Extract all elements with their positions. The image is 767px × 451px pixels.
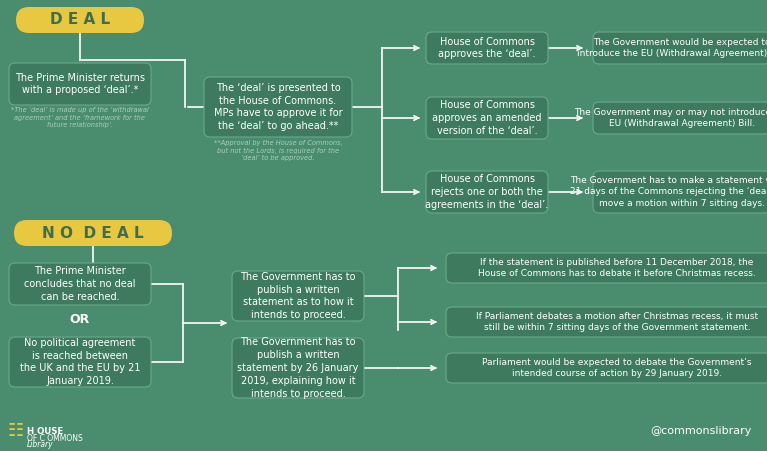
Text: OR: OR [70,313,91,326]
FancyBboxPatch shape [593,102,767,134]
FancyBboxPatch shape [426,171,548,213]
Text: D E A L: D E A L [50,13,110,28]
Text: The ‘deal’ is presented to
the House of Commons.
MPs have to approve it for
the : The ‘deal’ is presented to the House of … [214,83,342,131]
FancyBboxPatch shape [9,263,151,305]
Text: *The ‘deal’ is made up of the ‘withdrawal
agreement’ and the ‘framework for the
: *The ‘deal’ is made up of the ‘withdrawa… [12,107,149,129]
Text: Library: Library [27,440,54,449]
Text: If Parliament debates a motion after Christmas recess, it must
still be within 7: If Parliament debates a motion after Chr… [476,312,758,332]
FancyBboxPatch shape [9,63,151,105]
Text: OF C OMMONS: OF C OMMONS [27,434,83,443]
Text: ☷: ☷ [8,422,24,440]
FancyBboxPatch shape [593,171,767,213]
Text: No political agreement
is reached between
the UK and the EU by 21
January 2019.: No political agreement is reached betwee… [20,338,140,386]
Text: N O  D E A L: N O D E A L [42,226,144,240]
FancyBboxPatch shape [446,353,767,383]
FancyBboxPatch shape [204,77,352,137]
Text: @commonslibrary: @commonslibrary [650,426,752,436]
Text: Parliament would be expected to debate the Government’s
intended course of actio: Parliament would be expected to debate t… [482,358,752,378]
Text: The Government has to
publish a written
statement by 26 January
2019, explaining: The Government has to publish a written … [237,337,359,399]
FancyBboxPatch shape [426,97,548,139]
Text: **Approval by the House of Commons,
but not the Lords, is required for the
‘deal: **Approval by the House of Commons, but … [214,140,342,161]
FancyBboxPatch shape [232,338,364,398]
FancyBboxPatch shape [426,32,548,64]
FancyBboxPatch shape [232,271,364,321]
FancyBboxPatch shape [9,337,151,387]
Text: The Government has to
publish a written
statement as to how it
intends to procee: The Government has to publish a written … [240,272,356,320]
Text: House of Commons
approves an amended
version of the ‘deal’.: House of Commons approves an amended ver… [433,100,542,136]
Text: The Prime Minister
concludes that no deal
can be reached.: The Prime Minister concludes that no dea… [25,266,136,302]
Text: House of Commons
rejects one or both the
agreements in the ‘deal’.: House of Commons rejects one or both the… [426,174,548,210]
Text: The Government may or may not introduce the
EU (Withdrawal Agreement) Bill.: The Government may or may not introduce … [574,108,767,128]
FancyBboxPatch shape [593,32,767,64]
Text: If the statement is published before 11 December 2018, the
House of Commons has : If the statement is published before 11 … [478,258,755,278]
Text: H OUSE: H OUSE [27,427,63,436]
FancyBboxPatch shape [14,220,172,246]
FancyBboxPatch shape [16,7,144,33]
Text: The Government has to make a statement within
21 days of the Commons rejecting t: The Government has to make a statement w… [570,176,767,208]
Text: The Government would be expected to
introduce the EU (Withdrawal Agreement) Bill: The Government would be expected to intr… [577,38,767,58]
FancyBboxPatch shape [446,253,767,283]
Text: House of Commons
approves the ‘deal’.: House of Commons approves the ‘deal’. [438,37,536,60]
Text: The Prime Minister returns
with a proposed ‘deal’.*: The Prime Minister returns with a propos… [15,73,145,96]
FancyBboxPatch shape [446,307,767,337]
